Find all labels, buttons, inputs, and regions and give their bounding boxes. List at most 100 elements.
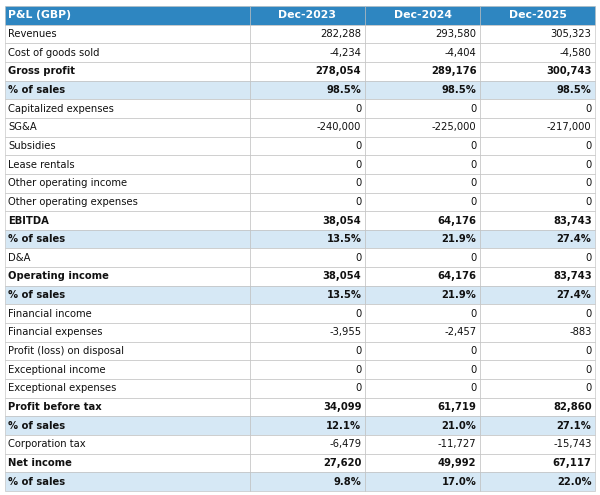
Bar: [365, 230, 480, 248]
Text: Dec-2024: Dec-2024: [394, 10, 452, 20]
Bar: [250, 62, 365, 81]
Bar: [365, 472, 480, 491]
Bar: [480, 174, 595, 193]
Bar: [250, 174, 365, 193]
Bar: [365, 43, 480, 62]
Bar: [250, 342, 365, 360]
Bar: [5, 174, 250, 193]
Bar: [365, 435, 480, 454]
Text: Net income: Net income: [8, 458, 72, 468]
Bar: [365, 398, 480, 416]
Bar: [365, 62, 480, 81]
Text: 13.5%: 13.5%: [326, 290, 361, 300]
Text: 0: 0: [586, 309, 592, 319]
Bar: [250, 398, 365, 416]
Text: % of sales: % of sales: [8, 290, 65, 300]
Bar: [365, 99, 480, 118]
Bar: [365, 323, 480, 342]
Bar: [480, 99, 595, 118]
Text: 9.8%: 9.8%: [334, 477, 361, 487]
Text: 38,054: 38,054: [323, 215, 361, 226]
Bar: [250, 155, 365, 174]
Bar: [5, 62, 250, 81]
Text: Subsidies: Subsidies: [8, 141, 56, 151]
Bar: [5, 193, 250, 211]
Bar: [365, 454, 480, 472]
Text: -217,000: -217,000: [547, 122, 592, 132]
Text: 0: 0: [470, 159, 476, 169]
Text: Other operating income: Other operating income: [8, 178, 128, 188]
Text: -4,404: -4,404: [445, 48, 476, 57]
Text: 0: 0: [586, 365, 592, 375]
Bar: [5, 81, 250, 99]
Text: Corporation tax: Corporation tax: [8, 440, 86, 449]
Bar: [5, 435, 250, 454]
Bar: [250, 81, 365, 99]
Text: 64,176: 64,176: [437, 271, 476, 282]
Text: 0: 0: [355, 346, 361, 356]
Bar: [5, 379, 250, 398]
Bar: [5, 398, 250, 416]
Text: 98.5%: 98.5%: [557, 85, 592, 95]
Bar: [480, 342, 595, 360]
Text: 0: 0: [586, 253, 592, 263]
Bar: [480, 304, 595, 323]
Bar: [480, 43, 595, 62]
Text: 83,743: 83,743: [553, 271, 592, 282]
Bar: [480, 454, 595, 472]
Bar: [480, 118, 595, 137]
Text: % of sales: % of sales: [8, 85, 65, 95]
Bar: [5, 286, 250, 304]
Bar: [5, 323, 250, 342]
Text: 27.4%: 27.4%: [557, 290, 592, 300]
Text: 0: 0: [586, 178, 592, 188]
Bar: [250, 43, 365, 62]
Text: 0: 0: [355, 309, 361, 319]
Bar: [5, 360, 250, 379]
Text: 0: 0: [470, 365, 476, 375]
Text: 0: 0: [470, 178, 476, 188]
Bar: [250, 248, 365, 267]
Text: P&L (GBP): P&L (GBP): [8, 10, 71, 20]
Bar: [250, 193, 365, 211]
Text: Capitalized expenses: Capitalized expenses: [8, 103, 114, 113]
Bar: [250, 379, 365, 398]
Bar: [365, 286, 480, 304]
Bar: [250, 472, 365, 491]
Text: 21.0%: 21.0%: [442, 421, 476, 431]
Bar: [480, 137, 595, 155]
Text: 17.0%: 17.0%: [442, 477, 476, 487]
Bar: [250, 435, 365, 454]
Bar: [480, 286, 595, 304]
Bar: [365, 155, 480, 174]
Text: % of sales: % of sales: [8, 477, 65, 487]
Bar: [250, 137, 365, 155]
Text: Dec-2023: Dec-2023: [278, 10, 337, 20]
Bar: [480, 211, 595, 230]
Text: -4,234: -4,234: [329, 48, 361, 57]
Bar: [5, 6, 250, 25]
Bar: [480, 267, 595, 286]
Text: 278,054: 278,054: [316, 66, 361, 76]
Bar: [5, 304, 250, 323]
Text: 64,176: 64,176: [437, 215, 476, 226]
Bar: [365, 342, 480, 360]
Bar: [480, 193, 595, 211]
Text: Financial expenses: Financial expenses: [8, 328, 103, 338]
Bar: [5, 99, 250, 118]
Bar: [480, 62, 595, 81]
Text: D&A: D&A: [8, 253, 31, 263]
Text: 83,743: 83,743: [553, 215, 592, 226]
Text: 21.9%: 21.9%: [442, 290, 476, 300]
Text: Cost of goods sold: Cost of goods sold: [8, 48, 100, 57]
Bar: [480, 248, 595, 267]
Text: -3,955: -3,955: [329, 328, 361, 338]
Text: 0: 0: [470, 346, 476, 356]
Bar: [250, 211, 365, 230]
Bar: [365, 379, 480, 398]
Text: 305,323: 305,323: [551, 29, 592, 39]
Bar: [365, 193, 480, 211]
Bar: [250, 267, 365, 286]
Text: 0: 0: [355, 365, 361, 375]
Bar: [480, 379, 595, 398]
